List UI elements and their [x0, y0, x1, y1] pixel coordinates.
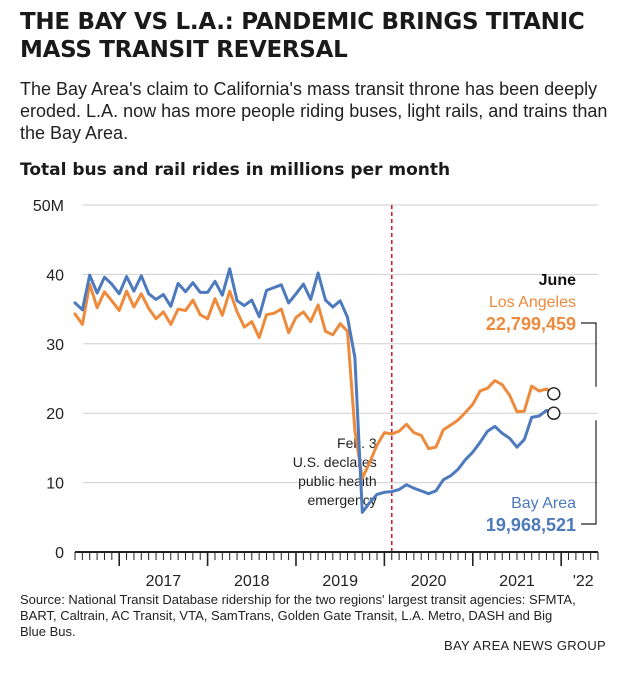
credit: BAY AREA NEWS GROUP	[444, 638, 606, 653]
la-series-line	[73, 282, 556, 480]
label-layer: June Los Angeles 22,799,459 Bay Area 19,968,…	[486, 272, 597, 535]
month-label: June	[539, 272, 576, 289]
grid-layer	[83, 204, 598, 484]
bay-series-name: Bay Area	[511, 495, 576, 512]
x-tick-label: 2018	[234, 573, 270, 590]
bay-end-marker	[547, 406, 561, 420]
x-tick-label: 2020	[411, 573, 447, 590]
event-annotation-line: U.S. declares	[293, 454, 377, 470]
y-tick-label: 40	[46, 267, 64, 284]
y-tick-label: 0	[55, 545, 64, 562]
source-note: Source: National Transit Database riders…	[20, 592, 576, 639]
x-tick-label: 2019	[322, 573, 358, 590]
bay-series-line	[73, 267, 556, 514]
la-leader	[581, 322, 597, 387]
la-series-name: Los Angeles	[489, 294, 576, 311]
la-end-marker	[547, 387, 561, 401]
x-tick-label: '22	[573, 573, 594, 590]
bay-end-value: 19,968,521	[486, 515, 576, 535]
event-annotation-line: public health	[298, 473, 377, 489]
y-tick-label: 20	[46, 406, 64, 423]
y-tick-label: 30	[46, 337, 64, 354]
bay-leader	[581, 420, 597, 525]
line-layer	[73, 267, 556, 514]
y-tick-label: 50M	[33, 198, 64, 215]
chart-title: Total bus and rail rides in millions per…	[20, 160, 451, 180]
headline: THE BAY VS L.A.: PANDEMIC BRINGS TITANIC…	[20, 9, 585, 63]
x-tick-label: 2021	[499, 573, 535, 590]
event-annotation-line: emergency	[307, 492, 376, 508]
y-tick-label: 10	[46, 476, 64, 493]
dek: The Bay Area's claim to California's mas…	[20, 79, 608, 143]
x-tick-label: 2017	[146, 573, 182, 590]
la-end-value: 22,799,459	[486, 314, 576, 334]
axis-layer: 0 10 20 30 40 50M 2017 2018 2019 2020 2021 '22	[33, 198, 599, 590]
